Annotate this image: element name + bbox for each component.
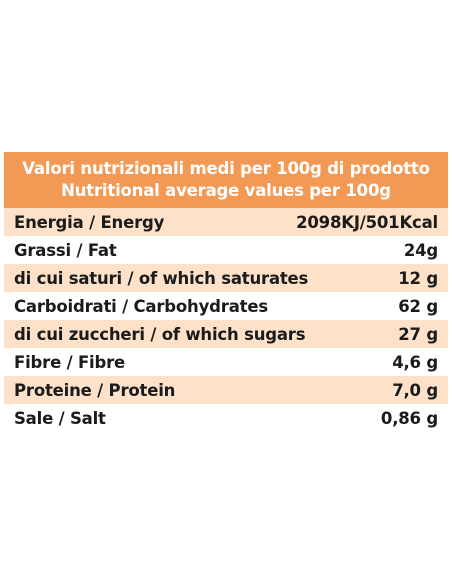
nutrition-row-energy: Energia / Energy 2098KJ/501Kcal	[4, 208, 448, 236]
nutrition-row-carbohydrates: Carboidrati / Carbohydrates 62 g	[4, 292, 448, 320]
nutrition-row-fat: Grassi / Fat 24g	[4, 236, 448, 264]
row-value: 7,0 g	[392, 380, 438, 400]
row-label: di cui saturi / of which saturates	[14, 268, 309, 288]
row-value: 62 g	[398, 296, 438, 316]
row-value: 12 g	[398, 268, 438, 288]
row-value: 4,6 g	[392, 352, 438, 372]
row-value: 2098KJ/501Kcal	[296, 212, 438, 232]
nutrition-row-saturates: di cui saturi / of which saturates 12 g	[4, 264, 448, 292]
row-label: Sale / Salt	[14, 408, 106, 428]
row-value: 0,86 g	[380, 408, 438, 428]
nutrition-row-protein: Proteine / Protein 7,0 g	[4, 376, 448, 404]
nutrition-row-fibre: Fibre / Fibre 4,6 g	[4, 348, 448, 376]
nutrition-row-salt: Sale / Salt 0,86 g	[4, 404, 448, 432]
nutrition-table: Valori nutrizionali medi per 100g di pro…	[4, 152, 448, 432]
row-label: Grassi / Fat	[14, 240, 117, 260]
row-label: di cui zuccheri / of which sugars	[14, 324, 306, 344]
header-title-italian: Valori nutrizionali medi per 100g di pro…	[22, 159, 430, 178]
row-label: Fibre / Fibre	[14, 352, 126, 372]
nutrition-table-header: Valori nutrizionali medi per 100g di pro…	[4, 152, 448, 208]
row-value: 24g	[403, 240, 438, 260]
nutrition-row-sugars: di cui zuccheri / of which sugars 27 g	[4, 320, 448, 348]
row-label: Proteine / Protein	[14, 380, 176, 400]
row-label: Carboidrati / Carbohydrates	[14, 296, 268, 316]
header-title-english: Nutritional average values per 100g	[61, 181, 391, 200]
row-value: 27 g	[398, 324, 438, 344]
row-label: Energia / Energy	[14, 212, 165, 232]
